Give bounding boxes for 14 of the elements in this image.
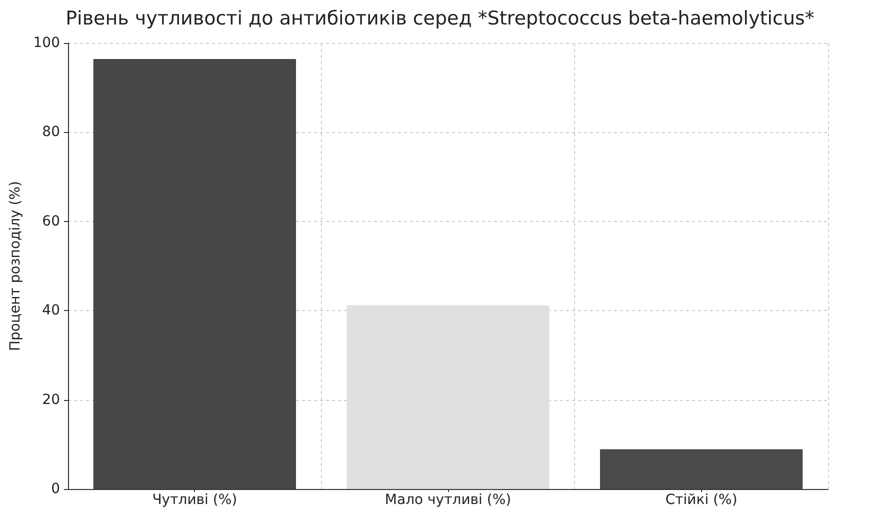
chart-title: Рівень чутливості до антибіотиків серед *Streptococcus beta-haemolyticus* <box>66 8 814 30</box>
y-tick-label: 40 <box>42 302 60 319</box>
y-tick-label: 0 <box>51 481 60 497</box>
y-tick-label: 100 <box>33 35 60 51</box>
bar <box>93 59 296 489</box>
bar <box>346 305 550 489</box>
x-tick-label: Чутливі (%) <box>152 492 238 508</box>
y-tick-label: 20 <box>42 392 60 408</box>
y-axis-title: Процент розподілу (%) <box>7 181 24 351</box>
x-tick-label: Стійкі (%) <box>665 492 738 508</box>
x-tick-label: Мало чутливі (%) <box>384 492 512 508</box>
bar <box>600 449 803 489</box>
y-tick-label: 80 <box>42 124 60 140</box>
y-tick-label: 60 <box>42 213 60 230</box>
